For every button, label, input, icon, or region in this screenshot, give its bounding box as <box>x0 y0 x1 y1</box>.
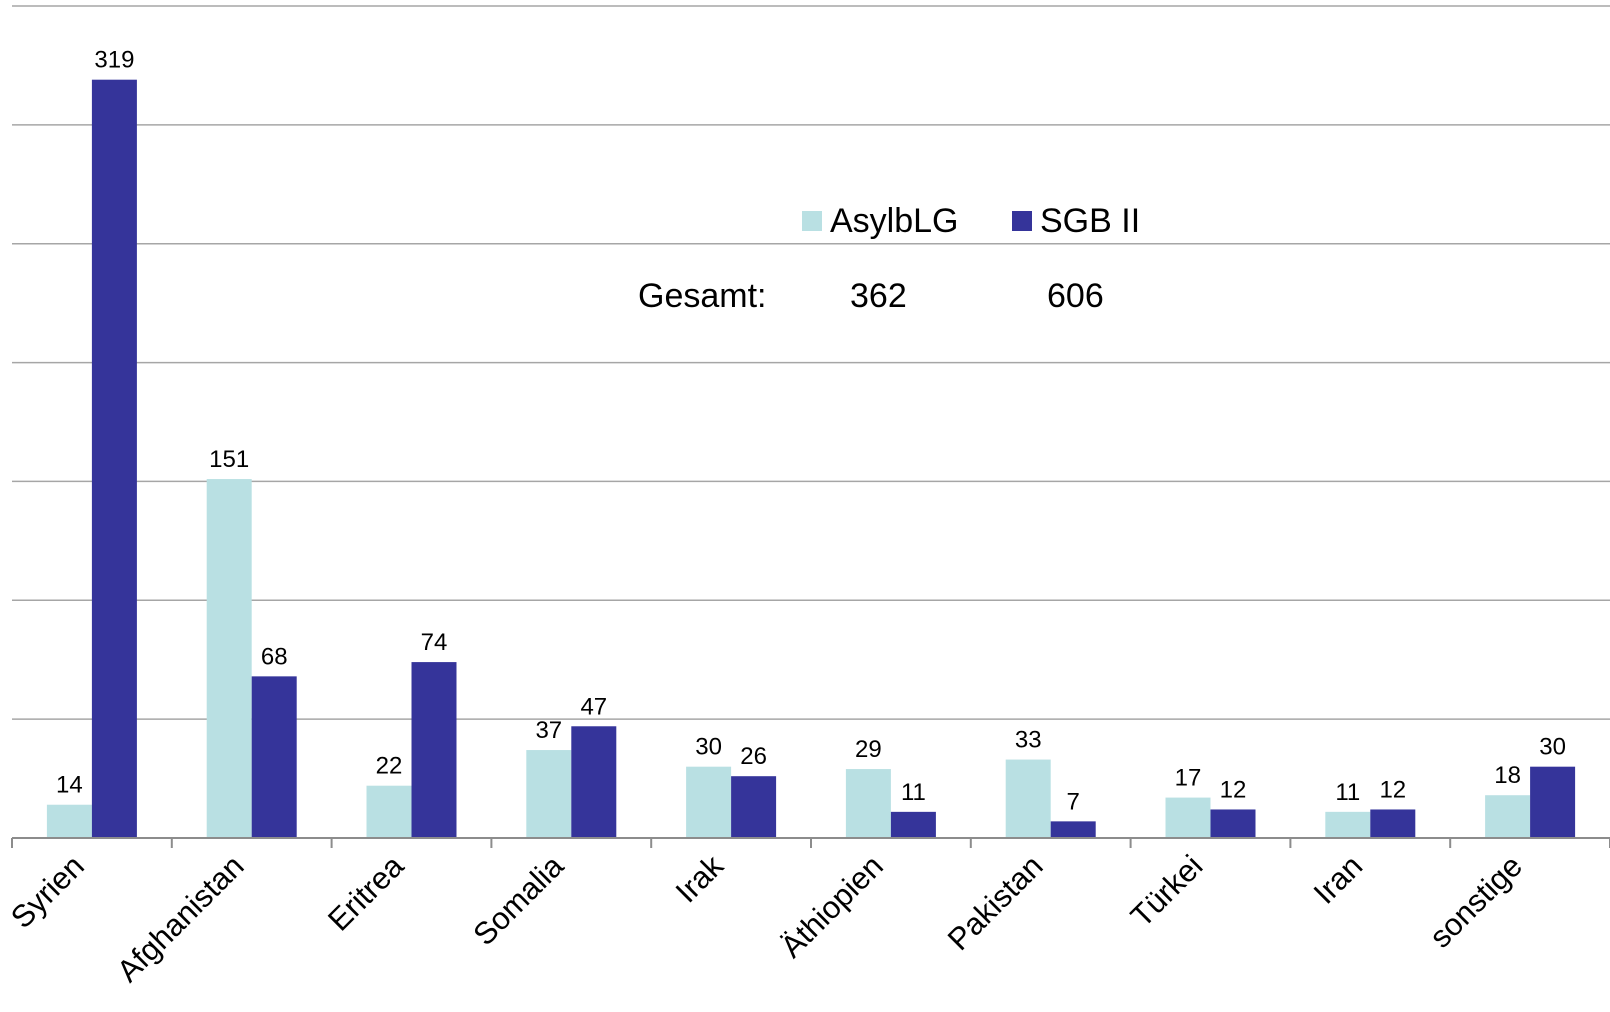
bar-iran-sgb-ii <box>1370 809 1416 838</box>
bars <box>46 79 1576 839</box>
bar-eritrea-asylblg <box>366 785 412 838</box>
data-label-athiopien-asylblg: 29 <box>855 736 882 763</box>
data-label-turkei-sgb-ii: 12 <box>1220 776 1247 803</box>
bar-pakistan-sgb-ii <box>1050 821 1096 838</box>
data-label-iran-sgb-ii: 12 <box>1379 776 1406 803</box>
data-label-iran-asylblg: 11 <box>1335 779 1360 806</box>
data-label-afghanistan-sgb-ii: 68 <box>261 643 288 670</box>
bar-iran-asylblg <box>1325 811 1371 838</box>
category-label-athiopien: Äthiopien <box>774 848 890 964</box>
data-label-eritrea-sgb-ii: 74 <box>421 629 448 656</box>
data-label-sonstige-sgb-ii: 30 <box>1539 734 1566 761</box>
data-labels: 14 319 151 68 22 74 37 47 30 26 29 11 33 7 17 12 11 12 18 3… <box>56 47 1566 816</box>
bar-athiopien-asylblg <box>845 769 891 838</box>
data-label-eritrea-asylblg: 22 <box>376 753 403 780</box>
category-labels: Syrien Afghanistan Eritrea Somalia Irak Äthio… <box>4 848 1529 989</box>
bar-afghanistan-sgb-ii <box>251 676 297 838</box>
bar-sonstige-sgb-ii <box>1530 766 1576 838</box>
category-label-irak: Irak <box>669 848 731 910</box>
bar-turkei-sgb-ii <box>1210 809 1256 838</box>
data-label-athiopien-sgb-ii: 11 <box>901 779 926 806</box>
bar-afghanistan-asylblg <box>206 479 252 838</box>
data-label-sonstige-asylblg: 18 <box>1494 762 1521 789</box>
data-label-syrien-sgb-ii: 319 <box>94 47 134 74</box>
gridlines <box>12 5 1610 720</box>
data-label-syrien-asylblg: 14 <box>56 772 83 799</box>
data-label-irak-sgb-ii: 26 <box>740 743 767 770</box>
total-sgb-ii: 606 <box>1047 277 1104 315</box>
totals-label: Gesamt: <box>638 277 766 315</box>
bar-irak-sgb-ii <box>731 776 777 838</box>
bar-somalia-sgb-ii <box>571 726 617 838</box>
bar-athiopien-sgb-ii <box>890 811 936 838</box>
bar-irak-asylblg <box>686 766 732 838</box>
legend-label-asylblg: AsylbLG <box>830 202 959 240</box>
bar-turkei-asylblg <box>1165 797 1211 838</box>
category-label-pakistan: Pakistan <box>941 848 1050 957</box>
category-label-sonstige: sonstige <box>1423 848 1529 954</box>
bar-eritrea-sgb-ii <box>411 662 457 838</box>
bar-syrien-sgb-ii <box>91 79 137 839</box>
bar-pakistan-asylblg <box>1005 759 1051 838</box>
category-label-syrien: Syrien <box>4 848 91 935</box>
legend-swatch-sgb-ii <box>1012 211 1032 231</box>
data-label-turkei-asylblg: 17 <box>1175 765 1202 792</box>
data-label-somalia-sgb-ii: 47 <box>580 693 607 720</box>
category-label-afghanistan: Afghanistan <box>110 848 251 989</box>
data-label-afghanistan-asylblg: 151 <box>209 446 249 473</box>
data-label-pakistan-sgb-ii: 7 <box>1067 788 1080 815</box>
legend: AsylbLG SGB II <box>802 202 1140 240</box>
bar-syrien-asylblg <box>46 804 92 838</box>
category-label-somalia: Somalia <box>466 848 570 952</box>
category-label-turkei: Türkei <box>1124 848 1210 934</box>
data-label-irak-asylblg: 30 <box>695 734 722 761</box>
bar-somalia-asylblg <box>526 750 572 838</box>
bar-sonstige-asylblg <box>1485 795 1531 838</box>
category-label-eritrea: Eritrea <box>321 848 411 938</box>
total-asylblg: 362 <box>850 277 907 315</box>
legend-swatch-asylblg <box>802 211 822 231</box>
x-axis <box>11 837 1610 848</box>
legend-label-sgb-ii: SGB II <box>1040 202 1140 240</box>
data-label-pakistan-asylblg: 33 <box>1015 727 1042 754</box>
totals-row: Gesamt: 362 606 <box>638 277 1104 315</box>
data-label-somalia-asylblg: 37 <box>535 717 562 744</box>
category-label-iran: Iran <box>1307 848 1370 911</box>
